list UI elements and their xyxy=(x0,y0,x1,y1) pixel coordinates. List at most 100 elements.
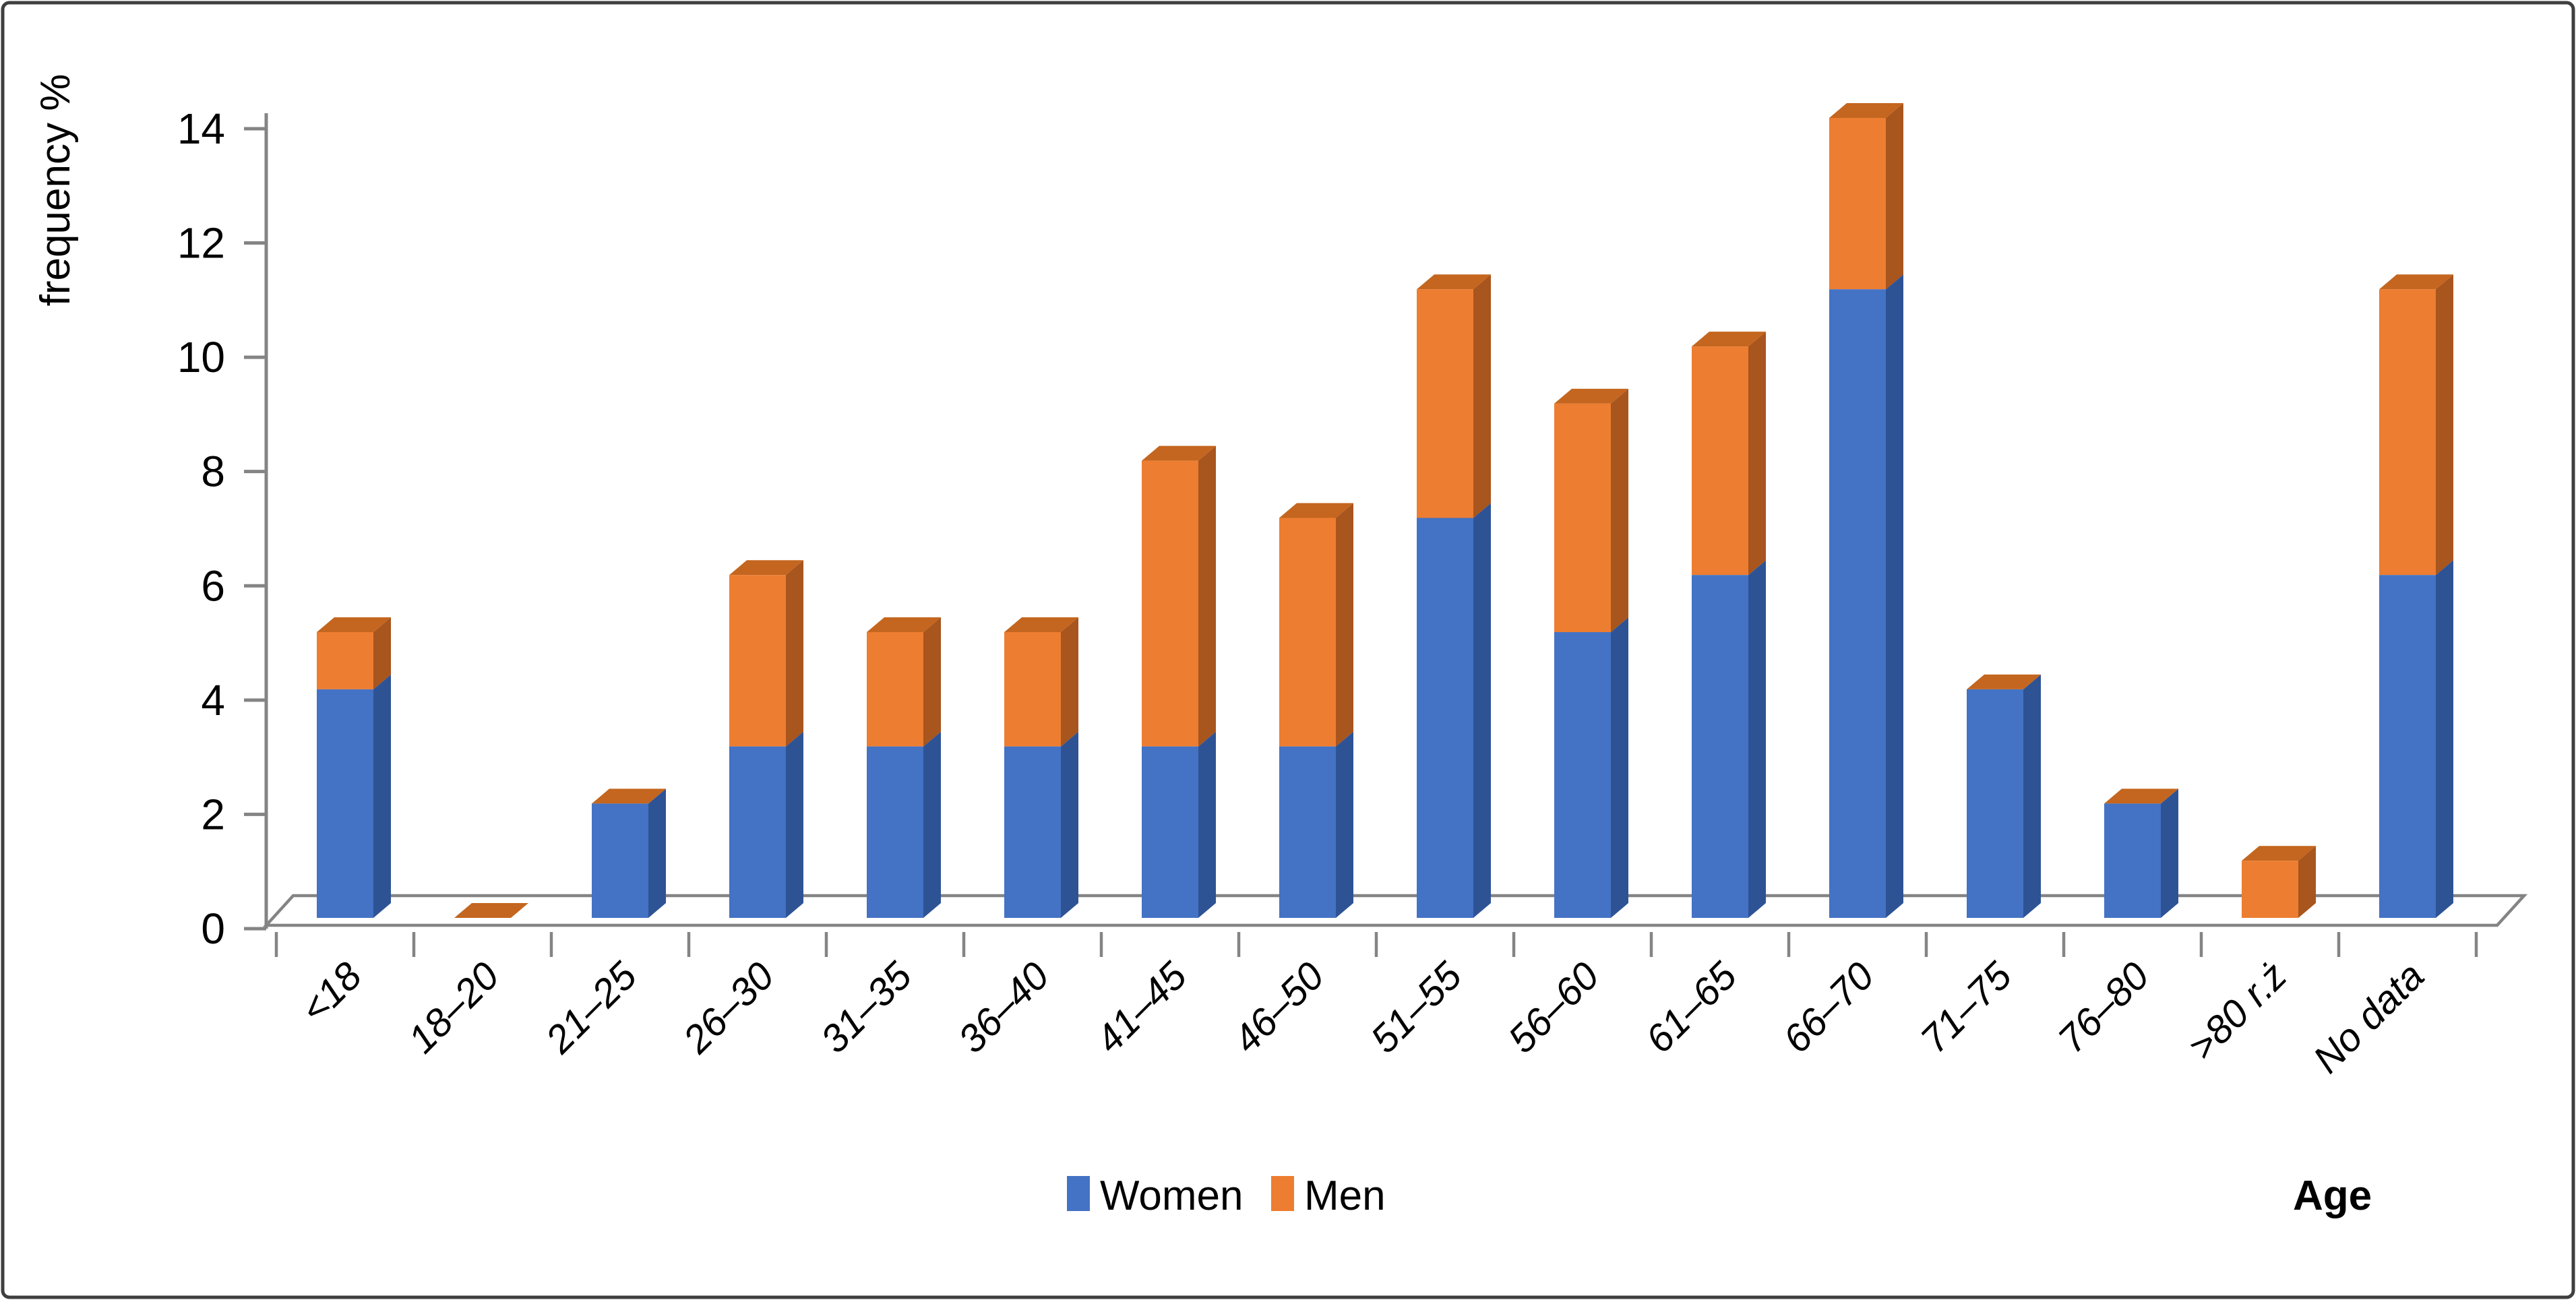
bar-group-9 xyxy=(1417,274,1491,918)
bar-top-men xyxy=(592,788,666,804)
bar-front-men xyxy=(1142,460,1198,747)
y-tick-label: 6 xyxy=(201,561,225,610)
bar-side-men xyxy=(786,560,803,747)
legend-swatch-men xyxy=(1271,1176,1294,1211)
bar-front-women xyxy=(1279,746,1336,918)
bar-front-men xyxy=(1279,518,1336,747)
bar-top-men xyxy=(454,903,528,918)
bar-front-women xyxy=(2379,575,2436,918)
bar-side-women xyxy=(373,674,391,918)
x-axis-title: Age xyxy=(2293,1173,2372,1219)
bar-front-women xyxy=(1004,746,1061,918)
bar-front-women xyxy=(592,803,648,918)
bar-front-women xyxy=(1142,746,1198,918)
legend-label-men: Men xyxy=(1304,1173,1386,1219)
bar-front-women xyxy=(1967,689,2023,918)
bar-side-men xyxy=(1748,332,1766,576)
bar-group-1 xyxy=(317,617,391,918)
bar-group-15 xyxy=(2242,846,2316,918)
bar-front-women xyxy=(2104,803,2161,918)
bar-side-women xyxy=(1061,731,1078,918)
bar-group-4 xyxy=(729,560,803,918)
bar-side-men xyxy=(1473,274,1491,518)
bar-group-7 xyxy=(1142,445,1216,918)
bar-side-women xyxy=(2161,788,2178,918)
bar-side-women xyxy=(1748,560,1766,918)
bar-front-women xyxy=(1417,518,1473,918)
y-tick-label: 14 xyxy=(177,104,225,153)
bar-side-women xyxy=(923,731,941,918)
bar-group-3 xyxy=(592,788,666,918)
bar-side-men xyxy=(1886,102,1903,290)
bar-group-5 xyxy=(867,617,941,918)
bar-side-women xyxy=(1886,274,1903,918)
bar-top-men xyxy=(1554,388,1628,404)
bar-top-men xyxy=(2379,274,2453,290)
bar-top-men xyxy=(867,617,941,633)
bar-front-men xyxy=(867,632,923,747)
bar-top-men xyxy=(2242,846,2316,861)
bar-side-women xyxy=(2436,560,2453,918)
bar-side-men xyxy=(373,617,391,689)
bar-front-men xyxy=(1829,117,1886,290)
bar-front-men xyxy=(2379,289,2436,576)
bar-side-men xyxy=(1198,445,1216,747)
bar-side-women xyxy=(1611,617,1628,918)
legend-label-women: Women xyxy=(1100,1173,1244,1219)
bar-top-men xyxy=(317,617,391,633)
bar-side-men xyxy=(1336,503,1353,747)
bar-front-women xyxy=(729,746,786,918)
bar-group-13 xyxy=(1967,674,2041,918)
bar-front-men xyxy=(729,575,786,747)
bar-front-women xyxy=(1554,632,1611,918)
bar-front-men xyxy=(1554,403,1611,633)
bar-top-men xyxy=(1279,503,1353,518)
bar-group-16 xyxy=(2379,274,2453,918)
bar-side-women xyxy=(2023,674,2041,918)
bar-side-men xyxy=(2298,846,2316,918)
y-tick-label: 4 xyxy=(201,676,225,724)
bar-front-women xyxy=(1829,289,1886,918)
bar-front-men xyxy=(2242,861,2298,918)
bar-front-women xyxy=(1692,575,1748,918)
bar-group-10 xyxy=(1554,388,1628,918)
bar-side-women xyxy=(786,731,803,918)
bar-top-men xyxy=(1004,617,1078,633)
y-tick-label: 0 xyxy=(201,904,225,953)
bar-top-men xyxy=(1829,102,1903,118)
bar-side-women xyxy=(1198,731,1216,918)
bar-front-women xyxy=(317,689,373,918)
bar-side-men xyxy=(2436,274,2453,576)
y-tick-label: 2 xyxy=(201,790,225,838)
bar-group-6 xyxy=(1004,617,1078,918)
y-tick-label: 8 xyxy=(201,447,225,496)
y-tick-label: 10 xyxy=(177,333,225,381)
bar-side-men xyxy=(923,617,941,747)
bar-side-women xyxy=(1336,731,1353,918)
chart-floor xyxy=(262,894,2528,927)
bar-top-men xyxy=(1692,332,1766,347)
bar-side-men xyxy=(1061,617,1078,747)
bar-group-14 xyxy=(2104,788,2178,918)
bar-side-women xyxy=(1473,503,1491,918)
bar-top-men xyxy=(729,560,803,576)
bar-top-men xyxy=(1417,274,1491,290)
bar-group-8 xyxy=(1279,503,1353,918)
bar-group-2 xyxy=(454,903,528,918)
bar-top-men xyxy=(1142,445,1216,461)
bar-front-men xyxy=(317,632,373,689)
bar-group-11 xyxy=(1692,332,1766,918)
bar-front-women xyxy=(867,746,923,918)
bar-top-men xyxy=(2104,788,2178,804)
legend-swatch-women xyxy=(1067,1176,1090,1211)
y-axis-title: frequency % xyxy=(32,74,79,307)
bar-group-12 xyxy=(1829,102,1903,918)
bar-front-men xyxy=(1417,289,1473,518)
bar-side-men xyxy=(1611,388,1628,633)
bar-front-men xyxy=(1004,632,1061,747)
bar-top-men xyxy=(1967,674,2041,689)
bar-front-men xyxy=(1692,346,1748,576)
y-tick-label: 12 xyxy=(177,219,225,268)
bar-side-women xyxy=(648,788,666,918)
